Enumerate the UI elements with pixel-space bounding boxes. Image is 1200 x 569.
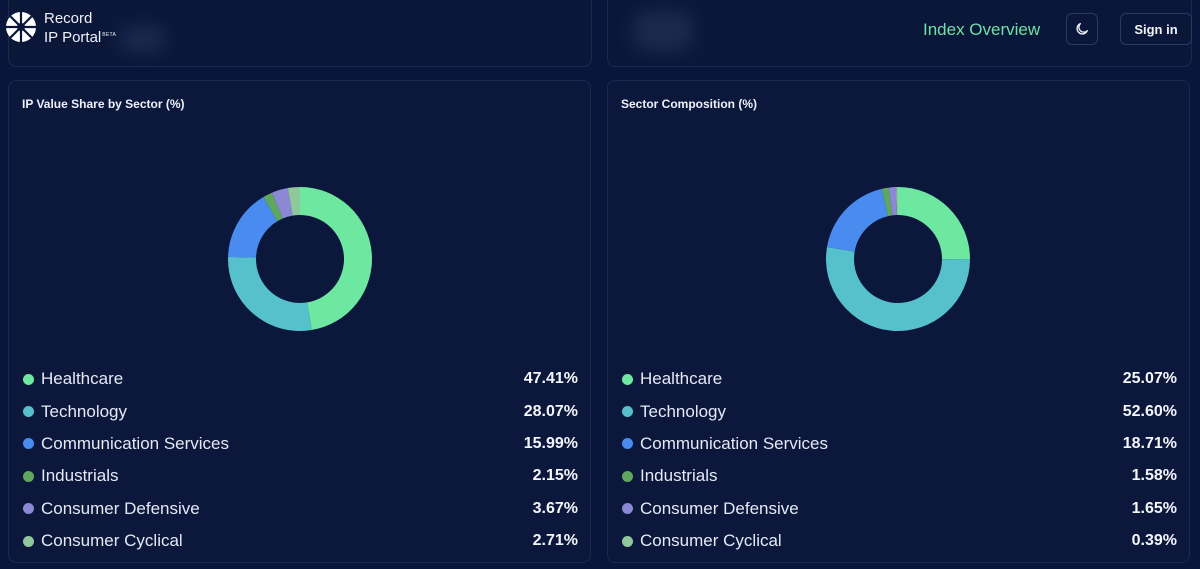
legend-swatch bbox=[622, 535, 633, 547]
donut-slice-consumer-cyclical[interactable] bbox=[287, 187, 300, 216]
legend-swatch bbox=[622, 406, 633, 418]
legend-item-healthcare[interactable]: Healthcare 47.41% bbox=[22, 363, 578, 395]
legend-value: 2.15% bbox=[532, 467, 578, 485]
legend-item-technology[interactable]: Technology 28.07% bbox=[22, 395, 578, 427]
sign-in-button[interactable]: Sign in bbox=[1120, 13, 1192, 45]
donut-slice-consumer-defensive[interactable] bbox=[271, 188, 293, 219]
donut-slice-communication-services[interactable] bbox=[228, 197, 278, 258]
chart-card-ip-value-share: IP Value Share by Sector (%) Healthcare 4… bbox=[8, 80, 591, 563]
legend-item-industrials[interactable]: Industrials 1.58% bbox=[621, 460, 1177, 492]
legend-value: 47.41% bbox=[523, 370, 578, 388]
legend-value: 1.58% bbox=[1131, 467, 1177, 485]
legend-swatch bbox=[622, 438, 633, 450]
legend-label: Consumer Defensive bbox=[41, 498, 200, 518]
legend-value: 18.71% bbox=[1122, 434, 1177, 452]
legend-value: 1.65% bbox=[1131, 499, 1177, 517]
legend-item-industrials[interactable]: Industrials 2.15% bbox=[22, 460, 578, 492]
donut-slice-communication-services[interactable] bbox=[827, 188, 889, 252]
top-navigation-bar: Record IP PortalBETA Index Overview Sign… bbox=[0, 0, 1200, 67]
legend-item-communication-services[interactable]: Communication Services 15.99% bbox=[22, 428, 578, 460]
donut-slice-healthcare[interactable] bbox=[898, 187, 970, 260]
legend-label: Consumer Defensive bbox=[640, 498, 799, 518]
legend-swatch bbox=[622, 470, 633, 482]
blurred-content bbox=[119, 26, 167, 52]
legend-value: 15.99% bbox=[523, 434, 578, 452]
chart-legend: Healthcare 47.41% Technology 28.07% Communic… bbox=[22, 363, 578, 557]
blurred-content bbox=[633, 11, 693, 51]
top-summary-card-right bbox=[607, 0, 1192, 67]
donut-slice-technology[interactable] bbox=[228, 256, 312, 331]
legend-swatch bbox=[23, 373, 34, 385]
legend-value: 28.07% bbox=[523, 402, 578, 420]
legend-swatch bbox=[23, 438, 34, 450]
legend-value: 25.07% bbox=[1122, 370, 1177, 388]
donut-slice-healthcare[interactable] bbox=[300, 187, 373, 331]
legend-item-communication-services[interactable]: Communication Services 18.71% bbox=[621, 428, 1177, 460]
chart-title: Sector Composition (%) bbox=[621, 97, 758, 111]
chart-legend: Healthcare 25.07% Technology 52.60% Communic… bbox=[621, 363, 1177, 557]
legend-label: Industrials bbox=[41, 466, 119, 486]
donut-slice-industrials[interactable] bbox=[263, 192, 283, 222]
legend-swatch bbox=[622, 503, 633, 515]
theme-toggle-button[interactable] bbox=[1066, 13, 1098, 45]
legend-item-healthcare[interactable]: Healthcare 25.07% bbox=[621, 363, 1177, 395]
legend-value: 0.39% bbox=[1131, 532, 1177, 550]
legend-label: Technology bbox=[41, 401, 128, 421]
legend-item-consumer-cyclical[interactable]: Consumer Cyclical 2.71% bbox=[22, 525, 578, 557]
donut-slice-consumer-defensive[interactable] bbox=[888, 187, 897, 216]
brand-name[interactable]: Record IP PortalBETA bbox=[44, 10, 116, 46]
brand-line-2: IP PortalBETA bbox=[44, 29, 117, 46]
legend-label: Healthcare bbox=[640, 369, 723, 389]
legend-item-consumer-cyclical[interactable]: Consumer Cyclical 0.39% bbox=[621, 525, 1177, 557]
legend-label: Consumer Cyclical bbox=[640, 531, 782, 551]
legend-label: Communication Services bbox=[640, 433, 829, 453]
donut-chart bbox=[228, 187, 373, 331]
moon-icon bbox=[1076, 23, 1088, 35]
donut-slice-industrials[interactable] bbox=[881, 187, 893, 217]
legend-value: 2.71% bbox=[532, 532, 578, 550]
legend-label: Consumer Cyclical bbox=[41, 531, 183, 551]
legend-label: Industrials bbox=[640, 466, 718, 486]
legend-swatch bbox=[23, 535, 34, 547]
nav-index-overview-link[interactable]: Index Overview bbox=[923, 20, 1041, 39]
legend-swatch bbox=[23, 406, 34, 418]
donut-slice-technology[interactable] bbox=[826, 246, 970, 332]
brand-line-1: Record bbox=[44, 10, 93, 27]
donut-chart bbox=[826, 187, 970, 332]
portal-logo-icon[interactable] bbox=[4, 10, 38, 44]
chart-title: IP Value Share by Sector (%) bbox=[22, 97, 185, 111]
beta-badge: BETA bbox=[102, 32, 117, 38]
top-summary-card-left bbox=[8, 0, 592, 67]
legend-swatch bbox=[23, 470, 34, 482]
legend-label: Healthcare bbox=[41, 369, 124, 389]
legend-swatch bbox=[23, 503, 34, 515]
chart-card-sector-composition: Sector Composition (%) Healthcare 25.07% T… bbox=[607, 80, 1190, 563]
donut-slice-consumer-cyclical[interactable] bbox=[896, 187, 898, 216]
legend-item-consumer-defensive[interactable]: Consumer Defensive 1.65% bbox=[621, 493, 1177, 525]
legend-label: Communication Services bbox=[41, 433, 230, 453]
legend-swatch bbox=[622, 373, 633, 385]
legend-value: 52.60% bbox=[1122, 402, 1177, 420]
legend-item-technology[interactable]: Technology 52.60% bbox=[621, 395, 1177, 427]
legend-label: Technology bbox=[640, 401, 727, 421]
legend-item-consumer-defensive[interactable]: Consumer Defensive 3.67% bbox=[22, 493, 578, 525]
legend-value: 3.67% bbox=[532, 499, 578, 517]
